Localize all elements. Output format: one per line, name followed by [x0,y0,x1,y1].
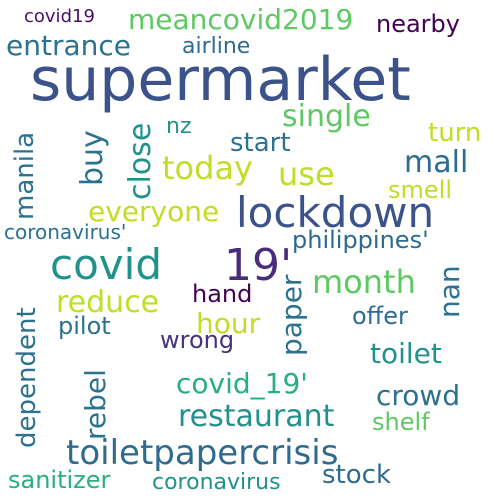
word-nan: nan [433,265,466,318]
word-lockdown: lockdown [236,188,435,237]
word-close: close [123,122,158,200]
word-toiletpapercrisis: toiletpapercrisis [66,433,339,473]
word-nz: nz [166,114,192,139]
word-stock: stock [322,460,391,490]
word-pilot: pilot [58,312,111,340]
word-hand: hand [192,280,253,308]
word-covid: covid [50,240,162,289]
word-everyone: everyone [88,195,220,228]
word-philippines: philippines' [292,226,429,254]
word-19: 19' [224,240,293,291]
word-today: today [162,149,253,187]
word-dependent: dependent [12,307,42,448]
word-covid19: covid19 [24,6,95,27]
word-coronavirus-quote: coronavirus' [4,220,127,244]
word-meancovid2019: meancovid2019 [128,3,354,36]
word-rebel: rebel [79,369,112,440]
word-smell: smell [388,176,452,204]
word-month: month [312,263,416,301]
word-wrong: wrong [160,326,235,354]
word-covid_19: covid_19' [176,367,308,400]
word-hour: hour [196,307,261,340]
word-shelf: shelf [372,408,430,436]
word-turn: turn [428,118,482,148]
word-entrance: entrance [6,29,131,62]
word-reduce: reduce [56,285,160,320]
word-offer: offer [352,302,408,330]
word-crowd: crowd [376,379,461,412]
word-manila: manila [10,131,40,220]
word-mall: mall [404,145,469,180]
word-airline: airline [182,34,251,59]
word-restaurant: restaurant [178,399,335,434]
word-supermarket: supermarket [30,45,411,115]
word-start: start [230,128,291,158]
word-toilet: toilet [370,337,442,370]
word-single: single [282,99,371,134]
word-sanitizer: sanitizer [8,466,111,494]
word-buy: buy [75,130,110,186]
word-coronavirus: coronavirus [152,470,281,495]
word-use: use [278,155,335,193]
word-paper: paper [275,274,308,356]
word-nearby: nearby [376,10,460,38]
